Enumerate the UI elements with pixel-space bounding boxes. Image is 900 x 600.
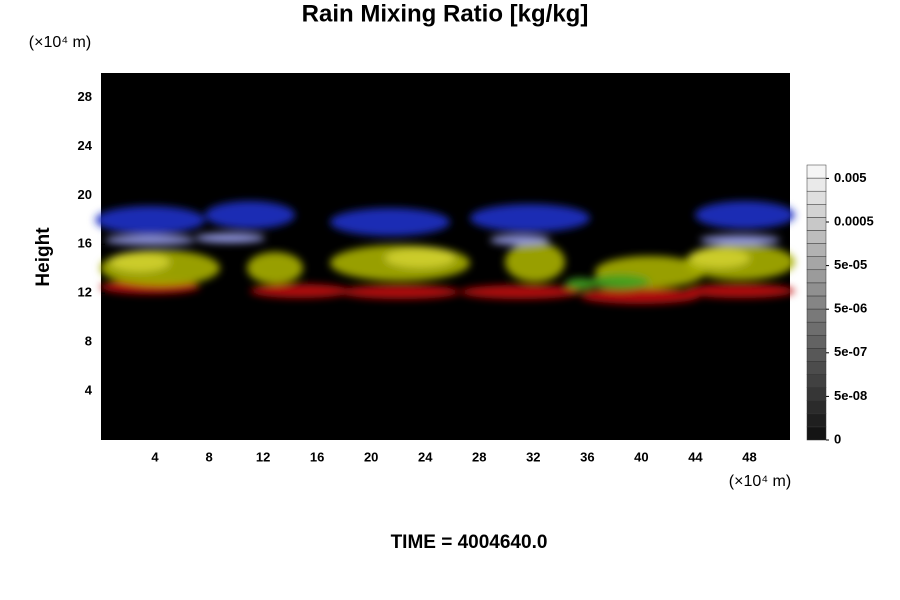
- x-tick-label: 48: [742, 449, 756, 464]
- render-blob: [580, 288, 700, 304]
- x-tick-label: 8: [205, 449, 212, 464]
- render-blob: [247, 252, 303, 284]
- x-tick-label: 24: [418, 449, 433, 464]
- colorbar-band: [806, 348, 827, 362]
- y-tick-label: 28: [78, 89, 92, 104]
- volume-render: [95, 201, 795, 304]
- render-blob: [470, 204, 590, 232]
- colorbar-band: [806, 243, 827, 257]
- colorbar-band: [806, 321, 827, 336]
- render-blob: [460, 285, 580, 299]
- x-tick-label: 20: [364, 449, 378, 464]
- render-blob: [505, 242, 565, 282]
- render-blob: [195, 233, 265, 243]
- x-unit: (×10⁴ m): [729, 473, 791, 490]
- colorbar: 0 5e-08 5e-07 5e-06 5e-05 0.0005 0.005: [806, 164, 874, 446]
- render-blob: [340, 285, 460, 299]
- colorbar-band: [806, 361, 827, 375]
- colorbar-tick-label: 0.005: [834, 170, 867, 185]
- time-label: TIME = 4004640.0: [391, 532, 548, 553]
- render-blob: [685, 284, 795, 298]
- x-tick-label: 4: [151, 449, 159, 464]
- y-unit: (×10⁴ m): [29, 34, 91, 51]
- y-tick-label: 24: [78, 138, 93, 153]
- colorbar-band: [806, 334, 827, 349]
- x-tick-label: 36: [580, 449, 594, 464]
- colorbar-band: [806, 413, 827, 428]
- x-tick-label: 12: [256, 449, 270, 464]
- colorbar-band: [806, 400, 827, 415]
- render-blob: [700, 235, 780, 245]
- render-blob: [250, 284, 350, 298]
- colorbar-band: [806, 217, 827, 231]
- x-tick-label: 32: [526, 449, 540, 464]
- render-blob: [565, 278, 595, 290]
- render-blob: [105, 235, 195, 245]
- colorbar-band: [806, 177, 827, 192]
- colorbar-band: [806, 204, 827, 218]
- colorbar-band: [806, 387, 827, 401]
- render-blob: [590, 274, 650, 290]
- colorbar-band: [806, 190, 827, 205]
- x-tick-label: 28: [472, 449, 486, 464]
- x-tick-label: 44: [688, 449, 703, 464]
- render-blob: [110, 252, 170, 272]
- colorbar-tick-label: 0.0005: [834, 213, 874, 228]
- render-blob: [95, 206, 205, 234]
- y-tick-label: 8: [85, 334, 92, 349]
- colorbar-tick-label: 5e-06: [834, 301, 867, 316]
- colorbar-band: [806, 308, 827, 323]
- y-tick-label: 20: [78, 187, 92, 202]
- colorbar-band: [806, 282, 827, 297]
- y-label: Height: [33, 227, 54, 287]
- y-tick-label: 12: [78, 285, 92, 300]
- x-tick-label: 40: [634, 449, 648, 464]
- render-blob: [690, 248, 750, 268]
- x-tick-label: 16: [310, 449, 324, 464]
- colorbar-band: [806, 426, 827, 441]
- y-tick-label: 16: [78, 236, 92, 251]
- render-blob: [330, 208, 450, 236]
- y-tick-label: 4: [85, 383, 93, 398]
- colorbar-tick-label: 0: [834, 431, 841, 446]
- render-blob: [205, 201, 295, 229]
- colorbar-band: [806, 230, 827, 244]
- colorbar-band: [806, 295, 827, 310]
- colorbar-tick-label: 5e-05: [834, 257, 867, 272]
- colorbar-tick-label: 5e-07: [834, 344, 867, 359]
- render-blob: [385, 248, 455, 268]
- colorbar-band: [806, 256, 827, 271]
- colorbar-band: [806, 164, 827, 179]
- colorbar-band: [806, 269, 827, 284]
- chart-title: Rain Mixing Ratio [kg/kg]: [302, 0, 589, 27]
- colorbar-band: [806, 374, 827, 388]
- render-blob: [490, 235, 550, 245]
- render-blob: [695, 201, 795, 229]
- colorbar-tick-label: 5e-08: [834, 388, 867, 403]
